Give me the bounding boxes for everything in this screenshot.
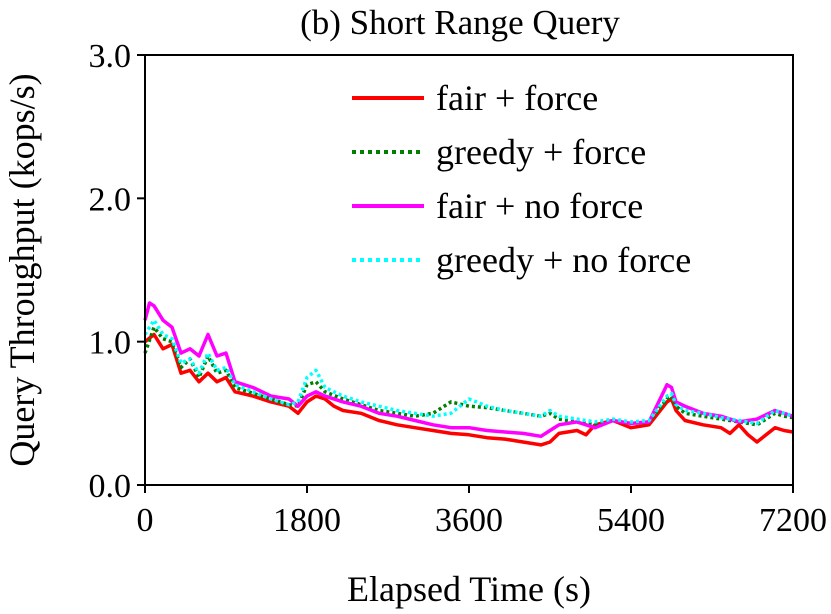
legend-label-4: greedy + no force <box>436 240 691 280</box>
x-tick-label: 1800 <box>273 502 341 539</box>
series-line-1 <box>143 332 794 447</box>
legend: fair + force greedy + force fair + no forc… <box>352 78 691 280</box>
x-axis-label: Elapsed Time (s) <box>347 569 591 609</box>
y-axis: 0.0 1.0 2.0 3.0 <box>89 38 145 505</box>
x-axis: 0 1800 3600 5400 7200 <box>137 485 827 539</box>
series-line-2 <box>143 325 794 427</box>
series-line-3 <box>143 301 794 439</box>
y-axis-label: Query Throughput (kops/s) <box>2 73 42 466</box>
y-tick-label: 0.0 <box>89 468 132 505</box>
legend-label-3: fair + no force <box>436 186 643 226</box>
x-tick-label: 7200 <box>759 502 827 539</box>
legend-label-2: greedy + force <box>436 132 646 172</box>
y-tick-label: 2.0 <box>89 181 132 218</box>
series-line-4 <box>143 318 794 426</box>
legend-label-1: fair + force <box>436 78 598 118</box>
chart-title: (b) Short Range Query <box>300 3 620 42</box>
y-tick-label: 3.0 <box>89 38 132 75</box>
x-tick-label: 5400 <box>597 502 665 539</box>
series-lines <box>143 301 794 447</box>
y-tick-label: 1.0 <box>89 325 132 362</box>
x-tick-label: 0 <box>137 502 154 539</box>
x-tick-label: 3600 <box>435 502 503 539</box>
